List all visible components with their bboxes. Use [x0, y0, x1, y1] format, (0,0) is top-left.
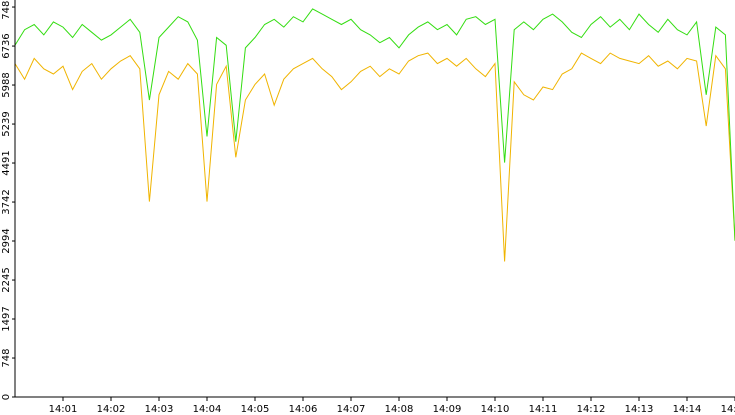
x-tick-label: 14:09 — [433, 404, 462, 415]
x-tick-label: 14:14 — [673, 404, 702, 415]
x-tick-label: 14:15 — [721, 404, 735, 415]
x-tick-label: 14:03 — [145, 404, 174, 415]
x-tick-label: 14:10 — [481, 404, 510, 415]
y-tick-label: 1497 — [1, 306, 12, 331]
data-line — [14, 52, 735, 262]
y-tick-label: 5239 — [1, 111, 12, 136]
y-tick-label: 3742 — [1, 189, 12, 214]
y-tick-label: 6736 — [1, 33, 12, 58]
x-tick-label: 14:11 — [529, 404, 558, 415]
x-tick-label: 14:07 — [337, 404, 366, 415]
x-tick-label: 14:06 — [289, 404, 318, 415]
x-tick-label: 14:02 — [97, 404, 126, 415]
y-tick-label: 7485 — [1, 0, 12, 20]
y-tick-label: 5988 — [1, 72, 12, 97]
x-tick-label: 14:12 — [577, 404, 606, 415]
y-tick-label: 4491 — [1, 150, 12, 175]
data-line — [14, 8, 735, 241]
x-tick-label: 14:01 — [49, 404, 78, 415]
x-tick-label: 14:05 — [241, 404, 270, 415]
x-tick-label: 14:04 — [193, 404, 222, 415]
y-tick-label: 2245 — [1, 267, 12, 292]
x-tick-label: 14:13 — [625, 404, 654, 415]
y-tick-label: 2994 — [1, 228, 12, 253]
x-tick-label: 14:08 — [385, 404, 414, 415]
y-tick-label: 0 — [1, 394, 12, 400]
y-tick-label: 748 — [1, 348, 12, 367]
